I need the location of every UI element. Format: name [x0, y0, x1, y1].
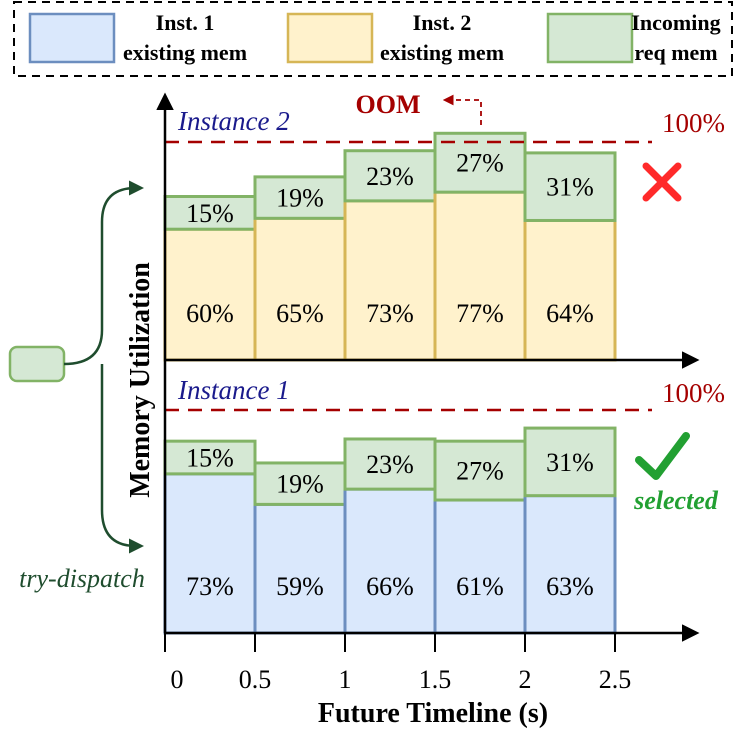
legend-label-inst1-line2: existing mem — [123, 40, 247, 65]
x-axis-title: Future Timeline (s) — [318, 698, 548, 729]
instance-1-existing-bar — [343, 487, 437, 635]
instance-1-incoming-value-label: 15% — [186, 444, 234, 473]
instance-1-existing-bar — [163, 472, 257, 635]
try-dispatch-label: try-dispatch — [19, 564, 145, 593]
instance-1-incoming-value-label: 23% — [366, 450, 414, 479]
x-tick-label: 2 — [519, 665, 532, 694]
instance-2-incoming-value-label: 15% — [186, 199, 234, 228]
instance-1-bars: 73% 15% 59% 19% 66% 23% 61% 27% 63% 31% — [163, 426, 617, 635]
instance-1-incoming-value-label: 19% — [276, 470, 324, 499]
instance-2-existing-value-label: 77% — [456, 299, 504, 328]
legend-frame — [13, 1, 733, 77]
instance-2-existing-bar — [433, 190, 527, 362]
legend: Inst. 1 existing mem Inst. 2 existing me… — [13, 1, 733, 77]
legend-label-incoming-line1: Incoming — [631, 10, 720, 35]
x-tick-label: 1 — [339, 665, 352, 694]
oom-label: OOM — [356, 90, 421, 119]
oom-arrow — [442, 94, 482, 125]
instance-2-existing-value-label: 65% — [276, 299, 324, 328]
check-mark-icon — [635, 432, 690, 480]
instance-1-incoming-bar — [523, 426, 617, 498]
instance-1-existing-bar — [253, 502, 347, 635]
instance-1-existing-value-label: 63% — [546, 572, 594, 601]
instance-2-existing-bar — [253, 216, 347, 362]
instance-1-label: Instance 1 — [177, 375, 290, 405]
instance-1-existing-value-label: 73% — [186, 572, 234, 601]
instance-1-incoming-value-label: 27% — [456, 457, 504, 486]
instance-1-existing-bar — [433, 498, 527, 635]
instance-1-limit-label: 100% — [662, 378, 725, 408]
selected-label: selected — [633, 486, 719, 515]
legend-swatch-incoming — [546, 12, 634, 64]
incoming-request-block — [8, 345, 66, 383]
instance-2-incoming-value-label: 23% — [366, 162, 414, 191]
instance-2-existing-bar — [343, 199, 437, 362]
reject-cross-icon — [642, 162, 682, 202]
instance-2-incoming-value-label: 19% — [276, 184, 324, 213]
x-tick-label: 0.5 — [239, 665, 272, 694]
instance-1-existing-bar — [523, 494, 617, 635]
instance-1-existing-value-label: 66% — [366, 572, 414, 601]
instance-2-incoming-bar — [523, 151, 617, 222]
instance-2-incoming-value-label: 31% — [546, 173, 594, 202]
legend-label-inst1-line1: Inst. 1 — [156, 10, 215, 35]
legend-label-incoming-line2: req mem — [634, 40, 717, 65]
x-axis-ticks: 0 0.5 1 1.5 2 2.5 — [164, 633, 632, 694]
x-tick-label: 0 — [171, 665, 184, 694]
y-axis-title: Memory Utilization — [125, 262, 156, 498]
instance-2-existing-bar — [163, 227, 257, 362]
x-tick-label: 2.5 — [599, 665, 632, 694]
instance-1-incoming-bar — [343, 437, 437, 491]
instance-2-existing-value-label: 64% — [546, 299, 594, 328]
legend-swatch-inst2 — [286, 12, 374, 64]
x-tick-label: 1.5 — [419, 665, 452, 694]
instance-2-limit-label: 100% — [662, 108, 725, 138]
legend-label-inst2-line1: Inst. 2 — [413, 10, 472, 35]
legend-swatch-inst1 — [28, 12, 116, 64]
instance-1-existing-value-label: 59% — [276, 572, 324, 601]
instance-2-existing-value-label: 73% — [366, 299, 414, 328]
instance-2-bars: 60% 15% 65% 19% 73% 23% 77% 27% 64% 31% — [163, 131, 617, 362]
instance-2-existing-bar — [523, 218, 617, 362]
instance-2-existing-value-label: 60% — [186, 299, 234, 328]
instance-1-incoming-value-label: 31% — [546, 448, 594, 477]
instance-1-existing-value-label: 61% — [456, 572, 504, 601]
legend-label-inst2-line2: existing mem — [380, 40, 504, 65]
instance-2-incoming-value-label: 27% — [456, 149, 504, 178]
instance-1-incoming-bar — [163, 439, 257, 476]
instance-2-label: Instance 2 — [177, 106, 290, 136]
